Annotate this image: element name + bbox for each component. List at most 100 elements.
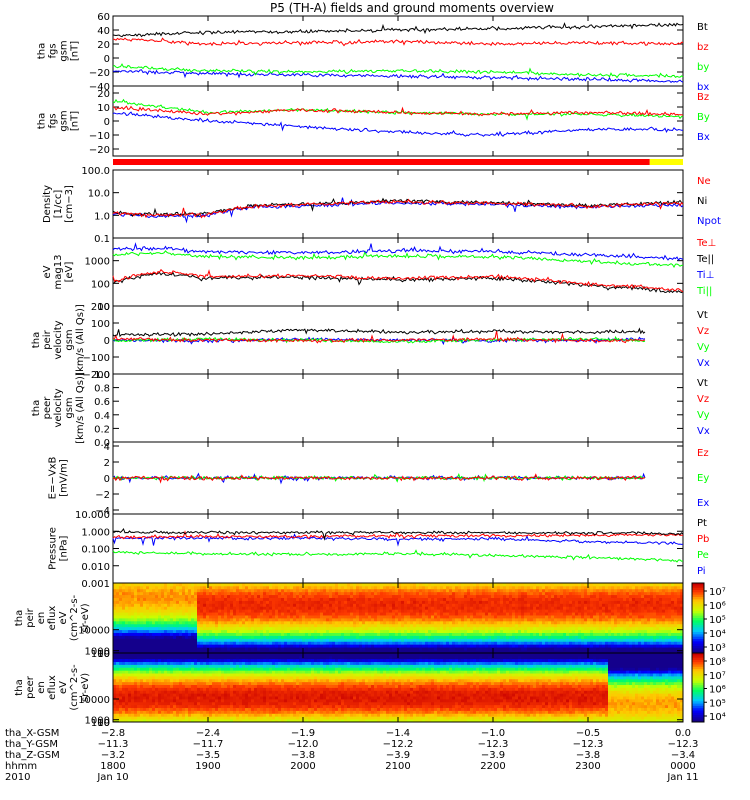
spectrogram-cell [680,597,684,601]
spectrogram-cell [560,638,564,642]
spectrogram-cell [389,641,393,645]
spectrogram-cell [344,606,348,610]
spectrogram-cell [536,641,540,645]
spectrogram-cell [119,626,123,631]
spectrogram-cell [404,585,408,590]
spectrogram-cell [257,626,261,631]
spectrogram-cell [485,632,489,636]
spectrogram-cell [296,583,300,587]
spectrogram-cell [161,591,165,596]
spectrogram-cell [437,635,441,639]
spectrogram-cell [227,620,231,625]
colorbar-swatch [692,606,704,610]
spectrogram-cell [182,612,186,616]
spectrogram-cell [206,606,210,610]
spectrogram-cell [392,638,396,642]
spectrogram-cell [482,641,486,645]
spectrogram-cell [446,594,450,598]
spectrogram-cell [152,591,156,596]
spectrogram-cell [188,635,192,639]
spectrogram-cell [479,618,483,622]
spectrogram-cell [611,600,615,604]
spectrogram-cell [251,641,255,645]
spectrogram-cell [641,632,645,636]
spectrogram-cell [425,620,429,625]
spectrogram-cell [587,600,591,604]
spectrogram-cell [647,583,651,587]
spectrogram-cell [266,583,270,587]
spectrogram-cell [191,635,195,639]
spectrogram-cell [614,594,618,598]
spectrogram-cell [161,626,165,631]
spectrogram-cell [470,588,474,593]
spectrogram-cell [170,591,174,596]
spectrogram-cell [131,629,135,633]
spectrogram-cell [596,600,600,604]
spectrogram-cell [353,635,357,639]
spectrogram-cell [473,641,477,645]
spectrogram-cell [161,623,165,628]
spectrogram-cell [161,638,165,642]
spectrogram-cell [497,583,501,587]
spectrogram-cell [566,606,570,610]
spectrogram-cell [212,591,216,596]
spectrogram-cell [251,623,255,628]
spectrogram-cell [332,623,336,628]
spectrogram-cell [452,647,456,651]
spectrogram-cell [656,647,660,651]
spectrogram-cell [503,635,507,639]
spectrogram-cell [389,603,393,607]
spectrogram-cell [551,644,555,648]
spectrogram-cell [341,632,345,636]
spectrogram-cell [188,597,192,601]
spectrogram-cell [140,612,144,616]
spectrogram-cell [176,615,180,619]
spectrogram-cell [368,635,372,639]
spectrogram-cell [416,600,420,604]
spectrogram-cell [299,585,303,590]
spectrogram-cell [542,632,546,636]
spectrogram-cell [215,585,219,590]
spectrogram-cell [251,588,255,593]
spectrogram-cell [212,606,216,610]
spectrogram-cell [335,588,339,593]
spectrogram-cell [566,609,570,613]
spectrogram-cell [680,594,684,598]
spectrogram-cell [629,615,633,619]
spectrogram-cell [476,623,480,628]
spectrogram-cell [656,603,660,607]
spectrogram-cell [500,591,504,596]
spectrogram-cell [635,632,639,636]
spectrogram-cell [638,597,642,601]
spectrogram-cell [620,615,624,619]
spectrogram-cell [611,632,615,636]
spectrogram-cell [632,583,636,587]
spectrogram-cell [170,626,174,631]
spectrogram-cell [530,647,534,651]
spectrogram-cell [503,626,507,631]
spectrogram-cell [152,638,156,642]
legend-label-Vt: Vt [697,310,708,321]
spectrogram-cell [515,583,519,587]
spectrogram-cell [194,629,198,633]
spectrogram-cell [512,620,516,625]
spectrogram-cell [278,641,282,645]
spectrogram-cell [284,638,288,642]
spectrogram-cell [626,644,630,648]
spectrogram-cell [575,588,579,593]
spectrogram-cell [626,603,630,607]
spectrogram-cell [407,623,411,628]
spectrogram-cell [413,650,417,654]
spectrogram-cell [644,641,648,645]
spectrogram-cell [500,641,504,645]
spectrogram-cell [479,585,483,590]
spectrogram-cell [275,635,279,639]
spectrogram-cell [215,600,219,604]
spectrogram-cell [596,618,600,622]
spectrogram-cell [281,615,285,619]
spectrogram-cell [536,623,540,628]
spectrogram-cell [503,650,507,654]
spectrogram-cell [296,626,300,631]
spectrogram-cell [302,609,306,613]
spectrogram-cell [380,632,384,636]
